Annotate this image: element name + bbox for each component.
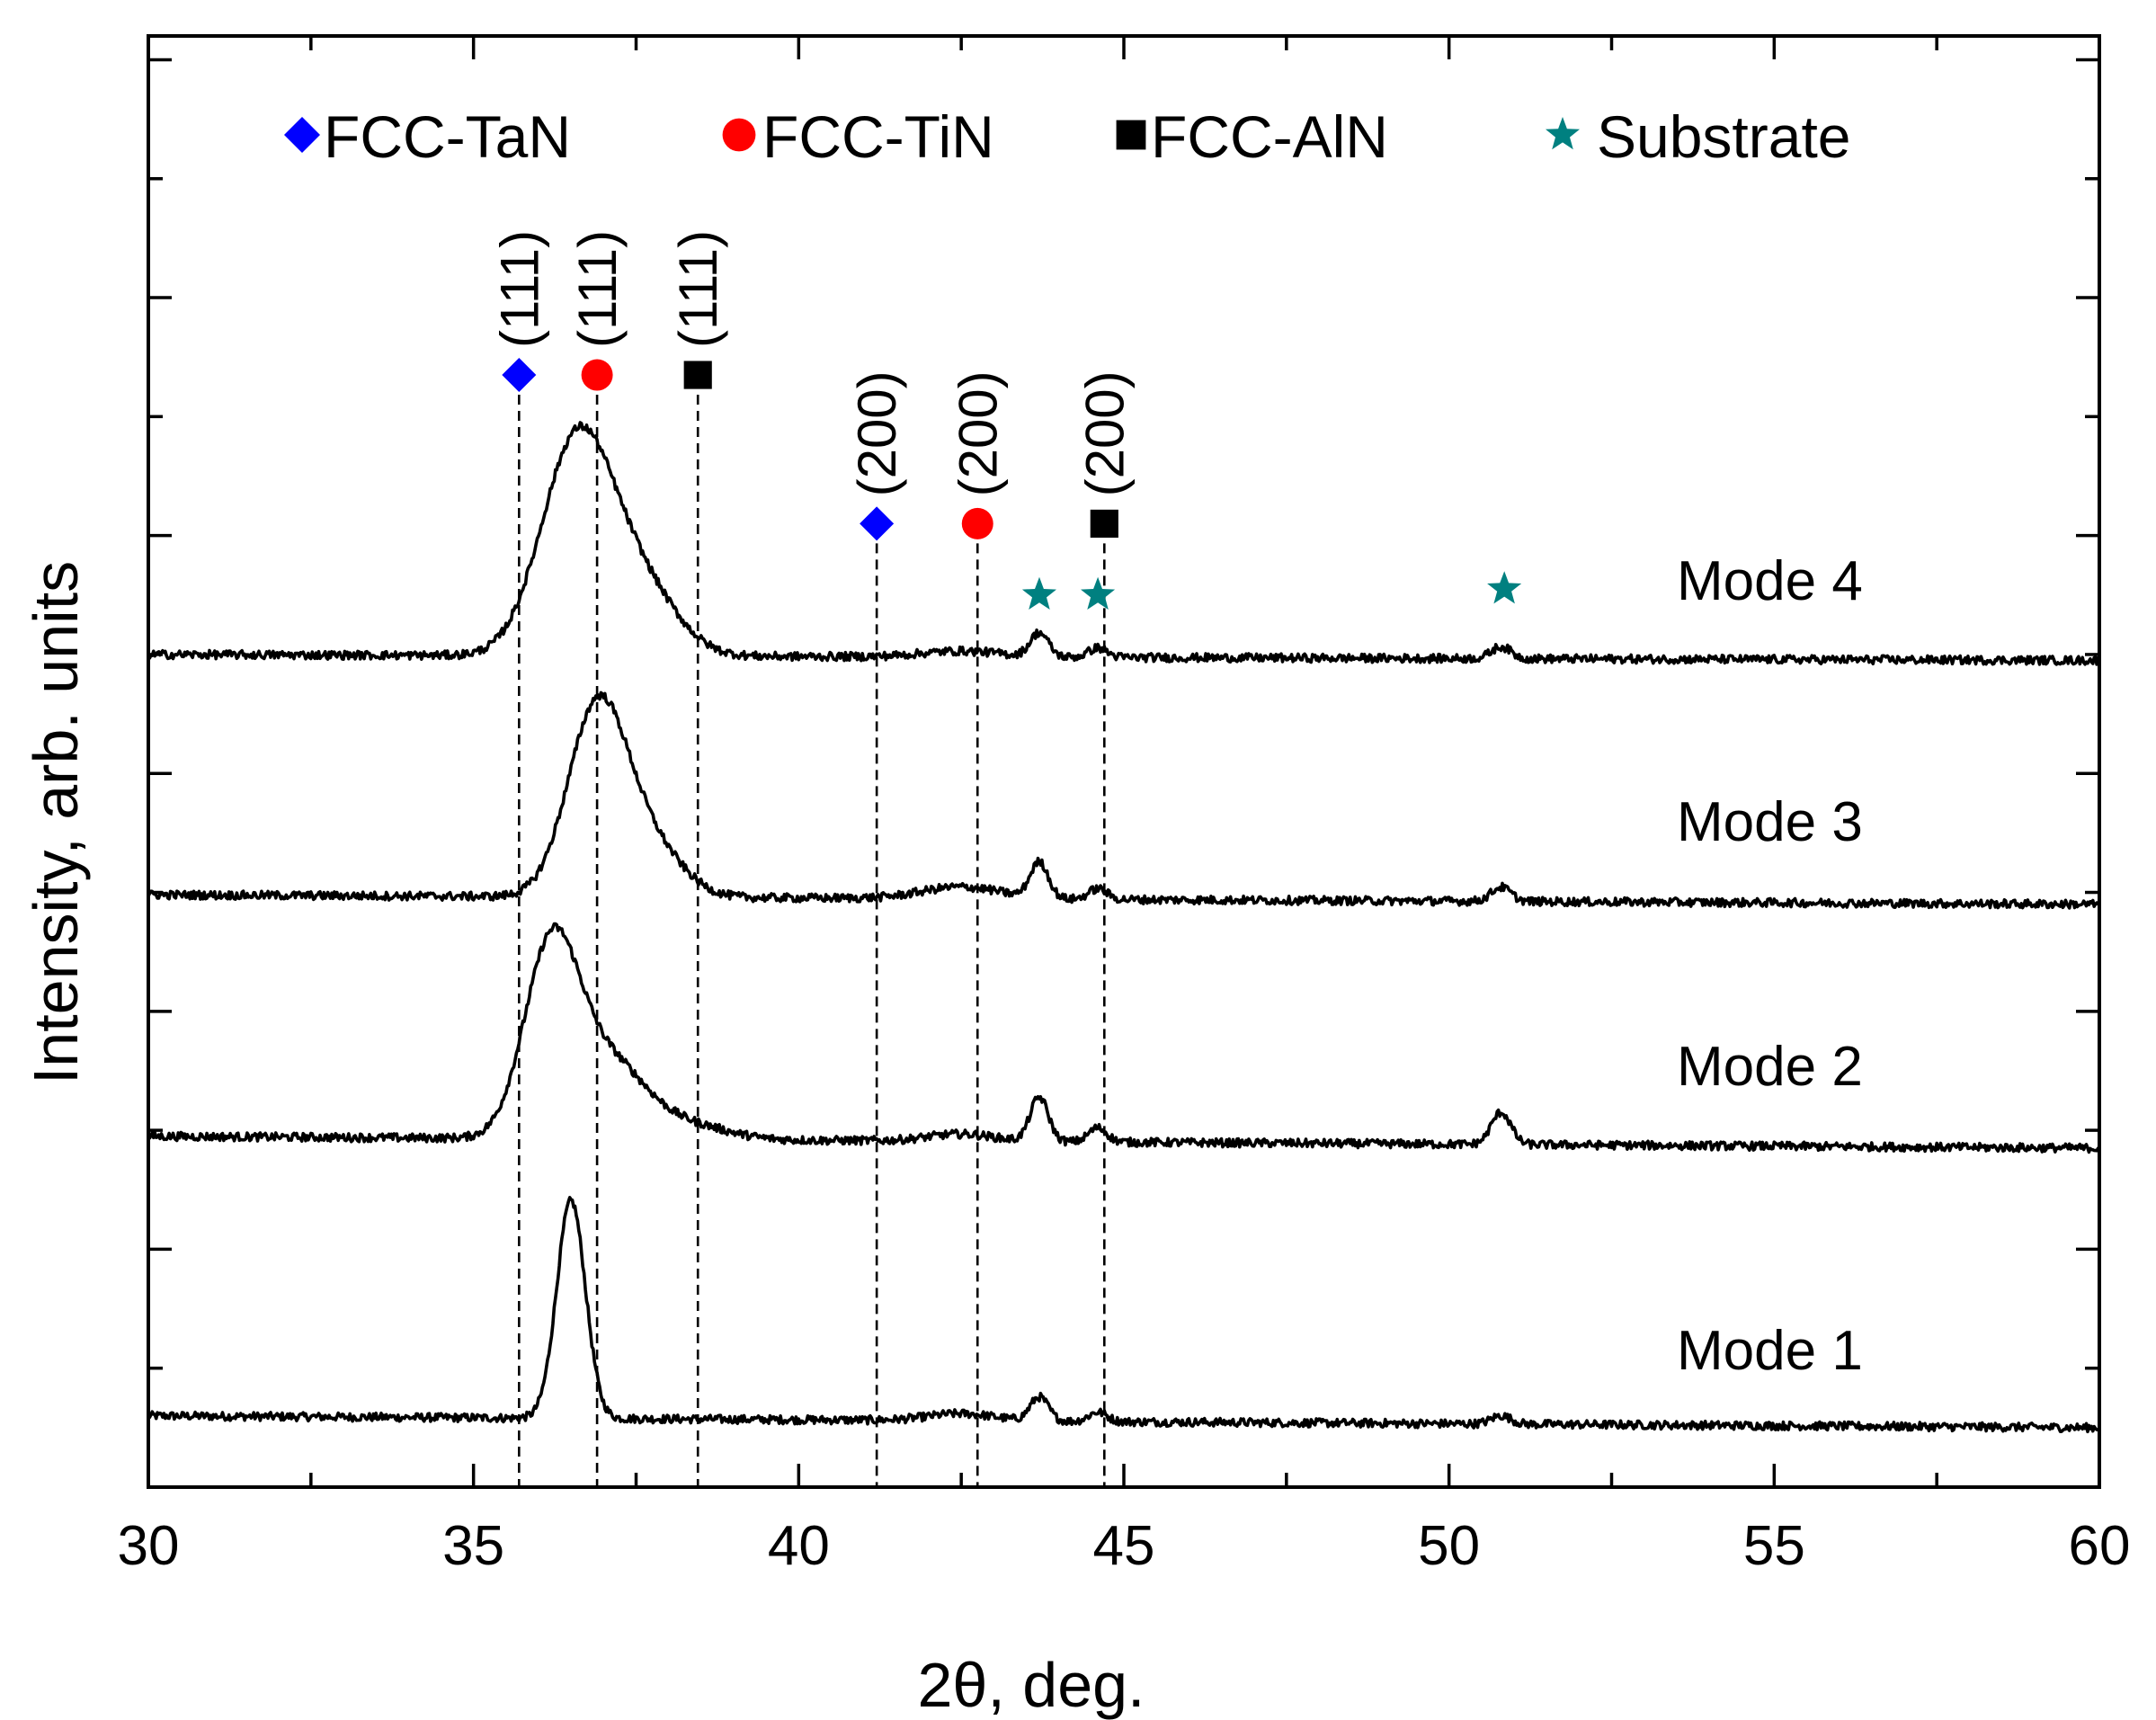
curve-mode-1 [148,1196,2099,1434]
hkl-label: (200) [948,370,1008,496]
legend: FCC-TaN FCC-TiN FCC-AlN Substrate [284,103,1851,170]
legend-label: FCC-AlN [1151,103,1388,170]
fcc-tan-marker [502,358,537,393]
hkl-label: (111) [567,230,628,348]
fcc-tan-legend-marker [284,117,320,153]
x-tick-label: 30 [118,1515,180,1577]
axes: 30 35 40 45 50 55 60 [118,34,2131,1577]
substrate-star-marker [1487,571,1522,604]
fcc-aln-marker [1090,509,1118,538]
x-tick-label: 50 [1418,1515,1480,1577]
curve-mode-2 [148,922,2099,1154]
substrate-star-marker [1081,576,1116,610]
hkl-label: (111) [489,230,549,348]
mode-labels: Mode 1 Mode 2 Mode 3 Mode 4 [1677,550,1863,1382]
x-axis-title: 2θ, deg. [918,1650,1145,1720]
mode-label: Mode 2 [1677,1036,1863,1098]
hkl-label: (200) [1074,370,1135,496]
x-tick-label: 40 [768,1515,830,1577]
hkl-label: (200) [847,370,907,496]
fcc-tin-legend-marker [722,118,756,152]
curve-mode-4 [148,421,2099,666]
x-tick-label: 55 [1743,1515,1805,1577]
substrate-legend-marker [1546,117,1580,150]
substrate-star-marker [1021,576,1056,610]
peak-markers [502,358,1522,610]
legend-label: FCC-TiN [762,103,994,170]
fcc-tan-marker [860,506,895,541]
fcc-tin-marker [581,359,613,391]
plot-frame [147,34,2101,1489]
legend-label: Substrate [1597,103,1851,170]
fcc-aln-legend-marker [1116,120,1146,150]
hkl-labels: (111) (111) (111) (200) (200) (200) [489,230,1135,497]
x-tick-label: 35 [442,1515,504,1577]
diffraction-curves [148,421,2099,1434]
hkl-label: (111) [668,230,728,348]
x-tick-label: 60 [2069,1515,2131,1577]
mode-label: Mode 4 [1677,550,1863,612]
mode-label: Mode 3 [1677,791,1863,853]
reference-lines [517,395,1106,1487]
y-axis-title: Intensity, arb. units [21,561,91,1084]
fcc-aln-marker [683,361,712,389]
curve-mode-3 [148,691,2099,910]
fcc-tin-marker [961,507,993,539]
legend-label: FCC-TaN [324,103,571,170]
mode-label: Mode 1 [1677,1320,1863,1382]
x-tick-label: 45 [1093,1515,1155,1577]
